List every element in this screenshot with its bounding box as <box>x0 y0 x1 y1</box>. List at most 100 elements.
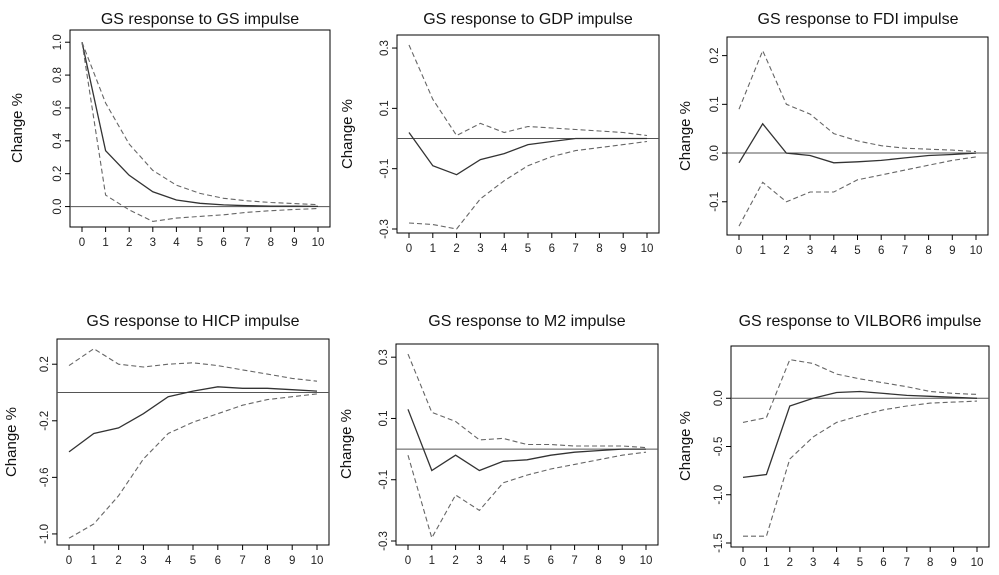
x-tick-label: 8 <box>927 557 933 569</box>
panel-title: GS response to VILBOR6 impulse <box>739 313 982 330</box>
panel-title: GS response to GS impulse <box>101 11 299 28</box>
y-axis-label: Change % <box>338 409 355 479</box>
x-tick-label: 1 <box>759 245 765 257</box>
lower-band-line <box>68 393 318 539</box>
panel-title: GS response to M2 impulse <box>428 313 626 330</box>
x-tick-label: 3 <box>476 555 482 567</box>
y-tick-label: -0.1 <box>378 470 390 490</box>
x-tick-label: 6 <box>215 555 221 567</box>
x-tick-label: 4 <box>165 555 172 567</box>
plot-frame <box>730 345 990 548</box>
y-tick-label: 0.4 <box>52 132 64 149</box>
x-tick-label: 2 <box>787 557 793 569</box>
x-tick-label: 2 <box>453 243 459 255</box>
series-layer <box>727 49 988 227</box>
x-tick-label: 0 <box>66 555 72 567</box>
x-tick-label: 5 <box>854 245 860 257</box>
x-tick-label: 3 <box>150 237 156 249</box>
y-tick-label: 0.3 <box>379 40 391 56</box>
y-tick-label: -0.1 <box>379 159 391 179</box>
x-tick-label: 3 <box>807 245 813 257</box>
y-axis-label: Change % <box>677 411 694 481</box>
x-tick-label: 0 <box>736 245 742 257</box>
lower-band-line <box>407 451 647 540</box>
y-axis-label: Change % <box>3 407 20 477</box>
panel-title: GS response to GDP impulse <box>423 11 633 28</box>
y-tick-label: -0.3 <box>378 531 390 551</box>
y-tick-label: -0.3 <box>379 219 391 239</box>
lower-band-line <box>81 42 319 222</box>
x-tick-label: 7 <box>244 237 250 249</box>
x-tick-label: 1 <box>102 237 108 249</box>
x-tick-label: 0 <box>406 243 412 255</box>
series-layer <box>396 353 658 540</box>
upper-band-line <box>408 44 648 137</box>
panel-fdi-impulse: GS response to FDI impulse Change % 0 1 2 3… <box>677 11 989 257</box>
y-tick-label: 0.1 <box>378 410 390 426</box>
x-tick-label: 4 <box>833 557 840 569</box>
y-tick-label: 0.6 <box>52 100 64 116</box>
y-tick-label: -0.2 <box>39 411 51 431</box>
x-tick-label: 0 <box>405 555 411 567</box>
y-tick-label: -0.1 <box>709 192 721 212</box>
plot-frame <box>726 36 989 236</box>
x-tick-label: 10 <box>311 555 324 567</box>
x-tick-label: 7 <box>904 557 910 569</box>
x-tick-label: 6 <box>549 243 555 255</box>
response-line <box>407 409 646 472</box>
response-line <box>81 42 319 208</box>
tick-layer: 0 1 2 3 4 5 6 7 8 9 10 -0.3 -0.1 0.1 0.3 <box>379 40 653 255</box>
y-tick-label: -0.6 <box>39 467 51 487</box>
x-tick-label: 6 <box>880 557 886 569</box>
upper-band-line <box>81 42 319 206</box>
x-tick-label: 9 <box>950 557 956 569</box>
y-tick-label: 0.2 <box>709 48 721 64</box>
y-axis-label: Change % <box>9 93 26 163</box>
y-tick-label: 1.0 <box>52 34 64 50</box>
x-tick-label: 4 <box>831 245 838 257</box>
x-tick-label: 9 <box>620 243 626 255</box>
x-tick-label: 8 <box>264 555 270 567</box>
x-tick-label: 10 <box>641 243 654 255</box>
x-tick-label: 10 <box>312 237 325 249</box>
x-tick-label: 10 <box>970 245 983 257</box>
lower-band-line <box>738 156 977 227</box>
x-tick-label: 8 <box>268 237 274 249</box>
x-tick-label: 10 <box>640 555 653 567</box>
x-tick-label: 6 <box>220 237 226 249</box>
lower-band-line <box>743 400 978 537</box>
x-tick-label: 10 <box>971 557 984 569</box>
series-layer <box>731 358 989 537</box>
plot-frame <box>395 343 659 546</box>
x-tick-label: 5 <box>197 237 203 249</box>
x-tick-label: 5 <box>857 557 863 569</box>
y-tick-label: 0.0 <box>709 145 721 161</box>
y-axis-label: Change % <box>339 99 356 169</box>
y-tick-label: 0.2 <box>52 166 64 182</box>
y-axis-label: Change % <box>677 101 694 171</box>
x-tick-label: 4 <box>173 237 180 249</box>
x-tick-label: 7 <box>239 555 245 567</box>
x-tick-label: 7 <box>571 555 577 567</box>
x-tick-label: 5 <box>190 555 196 567</box>
x-tick-label: 9 <box>289 555 295 567</box>
x-tick-label: 0 <box>79 237 85 249</box>
plot-frame <box>396 34 660 234</box>
x-tick-label: 1 <box>430 243 436 255</box>
x-tick-label: 4 <box>501 243 508 255</box>
upper-band-line <box>738 49 977 153</box>
panel-gdp-impulse: GS response to GDP impulse Change % 0 1 2 3… <box>339 11 660 255</box>
lower-band-line <box>408 140 648 230</box>
x-tick-label: 2 <box>126 237 132 249</box>
x-tick-label: 2 <box>452 555 458 567</box>
series-layer <box>70 42 330 222</box>
x-tick-label: 2 <box>115 555 121 567</box>
tick-layer: 0 1 2 3 4 5 6 7 8 9 10 -0.3 -0.1 0.1 0.3 <box>378 349 652 567</box>
y-tick-label: -0.5 <box>713 437 725 457</box>
x-tick-label: 1 <box>763 557 769 569</box>
x-tick-label: 4 <box>500 555 507 567</box>
y-tick-label: 0.0 <box>713 390 725 406</box>
panel-m2-impulse: GS response to M2 impulse Change % 0 1 2 3 4… <box>338 313 659 567</box>
tick-layer: 0 1 2 3 4 5 6 7 8 9 10 0.0 0.2 0.4 0.6 0.8 1.0 <box>52 34 324 249</box>
